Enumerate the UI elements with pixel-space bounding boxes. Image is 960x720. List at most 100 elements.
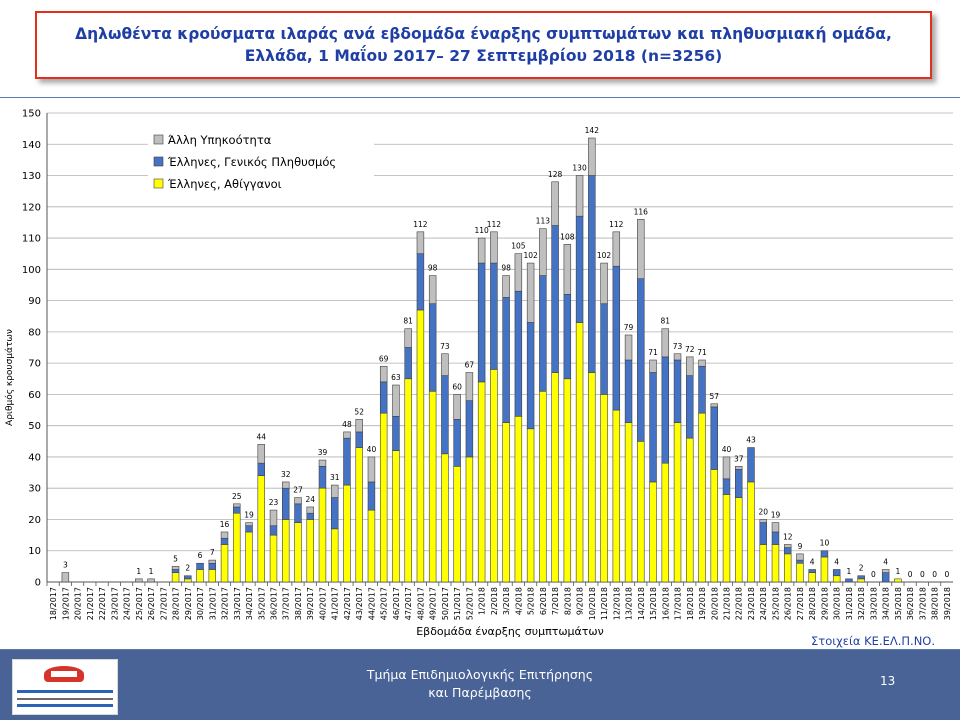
bar-segment [330, 528, 339, 583]
bar-segment [208, 562, 217, 570]
x-tick-label: 28/2018 [808, 587, 817, 620]
x-tick-label: 29/2017 [184, 587, 193, 620]
data-label: 73 [673, 342, 683, 351]
bar-segment [563, 244, 572, 295]
bar-segment [441, 353, 449, 376]
y-tick-label: 100 [22, 265, 41, 276]
x-tick-label: 30/2017 [196, 587, 205, 620]
bar-segment [453, 466, 461, 583]
bar-segment [379, 365, 388, 383]
x-tick-label: 50/2017 [441, 587, 450, 620]
bar-segment [343, 437, 351, 486]
bar-segment [698, 359, 706, 367]
bar-segment [416, 253, 425, 311]
bar-segment [624, 422, 633, 583]
bar-segment [661, 356, 670, 464]
bar-segment [490, 369, 498, 583]
data-label: 105 [511, 242, 526, 251]
bar-segment [318, 466, 327, 489]
bar-segment [686, 356, 694, 376]
bar-segment [526, 262, 535, 323]
legend-box [148, 131, 374, 201]
bar-segment [294, 497, 302, 505]
x-tick-label: 30/2018 [833, 587, 842, 620]
bar-segment [330, 497, 339, 530]
x-tick-label: 8/2018 [563, 587, 572, 615]
y-tick-label: 120 [22, 202, 41, 213]
bar-segment [624, 334, 633, 361]
x-tick-label: 2/2018 [490, 587, 499, 615]
bar-segment [686, 437, 694, 583]
bar-segment [392, 450, 400, 583]
data-label: 1 [896, 567, 901, 576]
bar-segment [294, 522, 302, 583]
data-label: 40 [367, 445, 377, 454]
bar-segment [453, 419, 461, 467]
x-tick-label: 34/2017 [245, 587, 254, 620]
data-label: 40 [722, 445, 732, 454]
x-tick-label: 22/2018 [735, 587, 744, 620]
bar-segment [832, 575, 841, 583]
bar-segment [563, 294, 572, 380]
x-tick-label: 10/2018 [588, 587, 597, 620]
data-label: 0 [908, 570, 913, 579]
legend-label: Έλληνες, Αθίγγανοι [167, 177, 282, 191]
bar-segment [318, 487, 327, 583]
bar-segment [147, 578, 155, 583]
chart-title-line1: Δηλωθέντα κρούσματα ιλαράς ανά εβδομάδα … [75, 25, 892, 43]
x-tick-label: 24/2018 [759, 587, 768, 620]
x-tick-label: 33/2018 [869, 587, 878, 620]
footer-department: Τμήμα Επιδημιολογικής Επιτήρησης και Παρ… [300, 666, 660, 702]
x-tick-label: 31/2018 [845, 587, 854, 620]
bar-segment [783, 547, 792, 555]
bar-segment [208, 569, 217, 583]
data-label: 108 [560, 232, 575, 241]
bar-segment [441, 453, 449, 583]
y-tick-label: 40 [28, 452, 41, 463]
data-label: 1 [149, 567, 154, 576]
data-label: 69 [379, 354, 389, 363]
bar-segment [245, 522, 253, 527]
bar-segment [526, 322, 535, 430]
x-tick-label: 35/2018 [894, 587, 903, 620]
bar-segment [392, 415, 400, 451]
data-label: 20 [758, 507, 768, 516]
bar-segment [722, 456, 731, 480]
bar-segment [306, 506, 314, 514]
data-label: 81 [403, 317, 413, 326]
data-label: 6 [198, 551, 203, 560]
bar-segment [343, 484, 351, 583]
legend-swatch [153, 134, 164, 145]
bar-segment [637, 278, 645, 442]
data-label: 112 [487, 220, 502, 229]
bar-segment [282, 487, 290, 520]
data-label: 39 [318, 448, 328, 457]
y-tick-label: 60 [28, 390, 41, 401]
bar-segment [820, 556, 829, 583]
data-label: 1 [847, 567, 852, 576]
x-tick-label: 23/2018 [747, 587, 756, 620]
x-tick-label: 3/2018 [502, 587, 511, 615]
bar-segment [453, 394, 461, 420]
bar-segment [612, 231, 621, 267]
x-tick-label: 21/2018 [723, 587, 732, 620]
x-tick-label: 41/2017 [331, 587, 340, 620]
data-label: 113 [536, 217, 551, 226]
data-label: 0 [920, 570, 925, 579]
x-tick-label: 26/2017 [147, 587, 156, 620]
x-tick-label: 34/2018 [882, 587, 891, 620]
bar-segment [820, 550, 829, 558]
bar-segment [269, 534, 278, 583]
data-label: 48 [342, 420, 352, 429]
x-tick-label: 1/2018 [478, 587, 487, 615]
bar-segment [184, 578, 192, 583]
bar-segment [428, 303, 437, 392]
bar-segment [171, 569, 180, 573]
data-label: 4 [834, 557, 839, 566]
bar-segment [196, 562, 204, 570]
bar-segment [673, 353, 682, 361]
chart-title-box: Δηλωθέντα κρούσματα ιλαράς ανά εβδομάδα … [35, 11, 932, 79]
bar-segment [220, 537, 229, 545]
bar-segment [600, 303, 608, 395]
bar-segment [673, 422, 682, 583]
